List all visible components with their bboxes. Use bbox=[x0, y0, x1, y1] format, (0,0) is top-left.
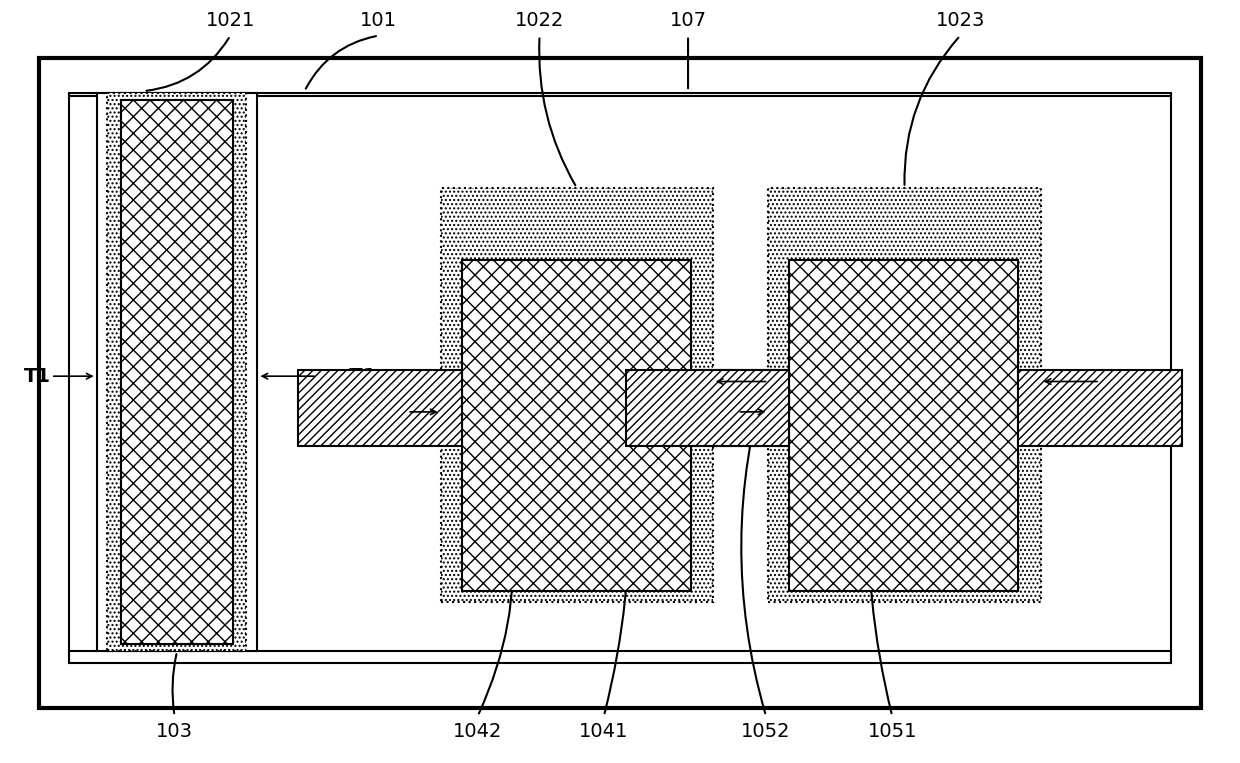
Bar bbox=[461, 260, 691, 591]
Text: 1052: 1052 bbox=[742, 722, 791, 741]
Bar bbox=[790, 260, 1018, 591]
Text: T2: T2 bbox=[366, 402, 393, 421]
Bar bbox=[299, 370, 461, 446]
Text: 1041: 1041 bbox=[579, 722, 629, 741]
Bar bbox=[69, 92, 1171, 663]
Bar bbox=[769, 188, 1040, 602]
Text: 1022: 1022 bbox=[515, 11, 564, 30]
Bar bbox=[97, 92, 258, 652]
Text: T3: T3 bbox=[697, 402, 724, 421]
Text: ← T1: ← T1 bbox=[326, 367, 376, 385]
Text: 1042: 1042 bbox=[453, 722, 502, 741]
Bar bbox=[691, 370, 854, 446]
Text: 1051: 1051 bbox=[868, 722, 916, 741]
Bar bbox=[122, 100, 233, 644]
Text: 1021: 1021 bbox=[206, 11, 255, 30]
Text: T1: T1 bbox=[24, 367, 51, 385]
Bar bbox=[440, 188, 713, 602]
Bar bbox=[107, 92, 247, 652]
Text: 101: 101 bbox=[361, 11, 397, 30]
Text: ← T3: ← T3 bbox=[1109, 372, 1158, 391]
Text: 1023: 1023 bbox=[935, 11, 985, 30]
Text: ← T2: ← T2 bbox=[777, 372, 827, 391]
Bar bbox=[38, 59, 1202, 708]
Text: 107: 107 bbox=[670, 11, 707, 30]
Bar bbox=[1018, 370, 1182, 446]
Bar bbox=[626, 370, 790, 446]
Text: 103: 103 bbox=[156, 722, 193, 741]
